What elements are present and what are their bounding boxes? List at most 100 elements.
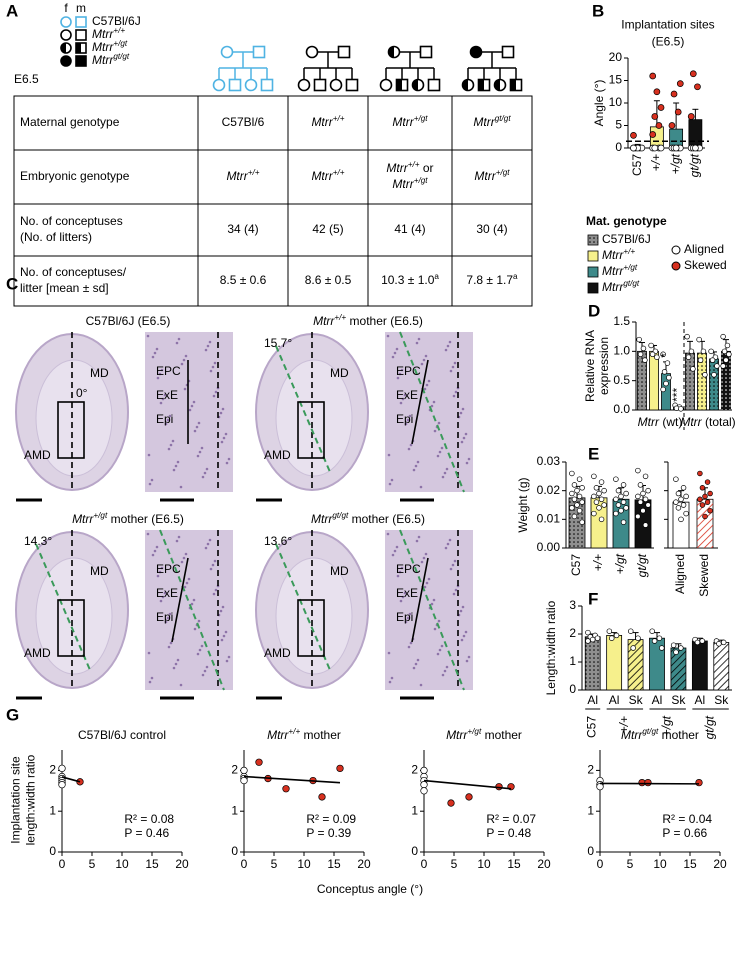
y-axis-label: Weight (g) <box>516 477 530 532</box>
nucleus <box>222 436 226 440</box>
y-tick-label: 1.5 <box>613 314 630 328</box>
x-tick-label: C57 <box>630 154 644 176</box>
data-point <box>699 502 706 508</box>
panel-label: F <box>588 589 598 608</box>
x-tick-label: 5 <box>627 857 634 871</box>
nucleus <box>395 545 399 549</box>
nucleus <box>224 432 228 436</box>
group-label: Mtrr (wt) <box>638 415 683 429</box>
half-fill <box>478 79 484 91</box>
nucleus <box>201 475 205 479</box>
nucleus <box>171 439 175 443</box>
zoom-box <box>297 401 325 459</box>
data-point <box>58 781 66 789</box>
nucleus <box>425 383 429 387</box>
nucleus <box>417 535 421 539</box>
nucleus <box>203 669 207 673</box>
y-tick-label: 1 <box>411 803 418 817</box>
x-tick-label: C57 <box>569 554 583 576</box>
nucleus <box>400 566 404 570</box>
nucleus <box>193 627 197 631</box>
text-part: No. of conceptuses <box>20 214 123 228</box>
data-point <box>571 482 578 488</box>
data-point <box>635 635 641 641</box>
x-tick-label: 0 <box>59 857 66 871</box>
chart-title: Implantation sites <box>621 18 714 32</box>
data-point <box>636 336 642 343</box>
data-point <box>420 781 428 789</box>
data-point <box>640 490 646 497</box>
text-part: mother <box>300 728 341 742</box>
y-tick-label: 2 <box>569 626 576 640</box>
nucleus <box>424 552 428 556</box>
nucleus <box>221 605 225 609</box>
data-point <box>716 641 722 647</box>
nucleus <box>449 369 453 373</box>
nucleus <box>200 644 204 648</box>
r-squared: R² = 0.07 <box>486 812 536 826</box>
table-cell: 8.6 ± 0.5 <box>305 273 352 287</box>
nucleus <box>197 421 201 425</box>
x-tick-label: 15 <box>145 857 159 871</box>
nucleus <box>147 651 151 655</box>
data-point <box>661 369 668 375</box>
angle-label: 0° <box>76 386 88 400</box>
table-cell: Mtrr+/+ <box>311 114 344 130</box>
data-point <box>696 336 702 343</box>
nucleus <box>396 376 400 380</box>
data-point <box>596 490 602 497</box>
panel-label: C <box>6 274 18 293</box>
data-point <box>694 83 701 91</box>
data-point <box>678 516 684 523</box>
nucleus <box>386 334 390 338</box>
male-symbol <box>252 45 266 59</box>
nucleus <box>183 585 187 589</box>
nucleus <box>193 429 197 433</box>
stage-label: E6.5 <box>14 72 39 86</box>
y-tick-label: 0.03 <box>537 454 561 468</box>
text-part: Mtrr <box>72 512 94 526</box>
nucleus <box>420 362 424 366</box>
male-symbol <box>75 55 87 67</box>
text-part: Embryonic genotype <box>20 169 130 183</box>
x-tick-label: 15 <box>327 857 341 871</box>
y-tick-label: 15 <box>609 73 623 87</box>
data-point <box>640 345 647 352</box>
text-part: 10.3 ± 1.0 <box>381 273 435 287</box>
data-point <box>637 351 644 358</box>
data-point <box>711 372 717 378</box>
data-point <box>659 645 665 651</box>
nucleus <box>461 605 465 609</box>
nucleus <box>192 598 196 602</box>
data-point <box>620 519 627 525</box>
bar-pattern <box>709 358 719 410</box>
data-point <box>420 787 428 795</box>
nucleus <box>432 400 436 404</box>
y-tick-label: 0.02 <box>537 483 561 497</box>
bar <box>606 635 623 691</box>
nucleus <box>437 619 441 623</box>
data-point <box>637 482 644 488</box>
data-point <box>613 632 620 639</box>
text-part: Relative RNA <box>583 330 597 402</box>
nucleus <box>148 680 152 684</box>
nucleus <box>409 641 413 645</box>
text-part: Mtrr <box>474 169 496 183</box>
axis-line <box>399 529 465 691</box>
nucleus <box>180 362 184 366</box>
axis-line <box>275 345 331 473</box>
region-label: AMD <box>24 448 51 462</box>
text-part: Mtrr <box>313 314 335 328</box>
nucleus <box>412 666 416 670</box>
bar <box>672 501 690 549</box>
text-part: (No. of litters) <box>20 230 92 244</box>
nucleus <box>459 411 463 415</box>
x-tick-label: 0 <box>241 857 248 871</box>
region-label: Epi <box>396 610 413 624</box>
image-title: C57Bl/6J (E6.5) <box>86 314 171 328</box>
bar-pattern <box>637 351 647 410</box>
male-symbol <box>313 78 327 92</box>
data-point <box>660 386 666 393</box>
r-squared: R² = 0.09 <box>306 812 356 826</box>
male-symbol <box>337 45 351 59</box>
